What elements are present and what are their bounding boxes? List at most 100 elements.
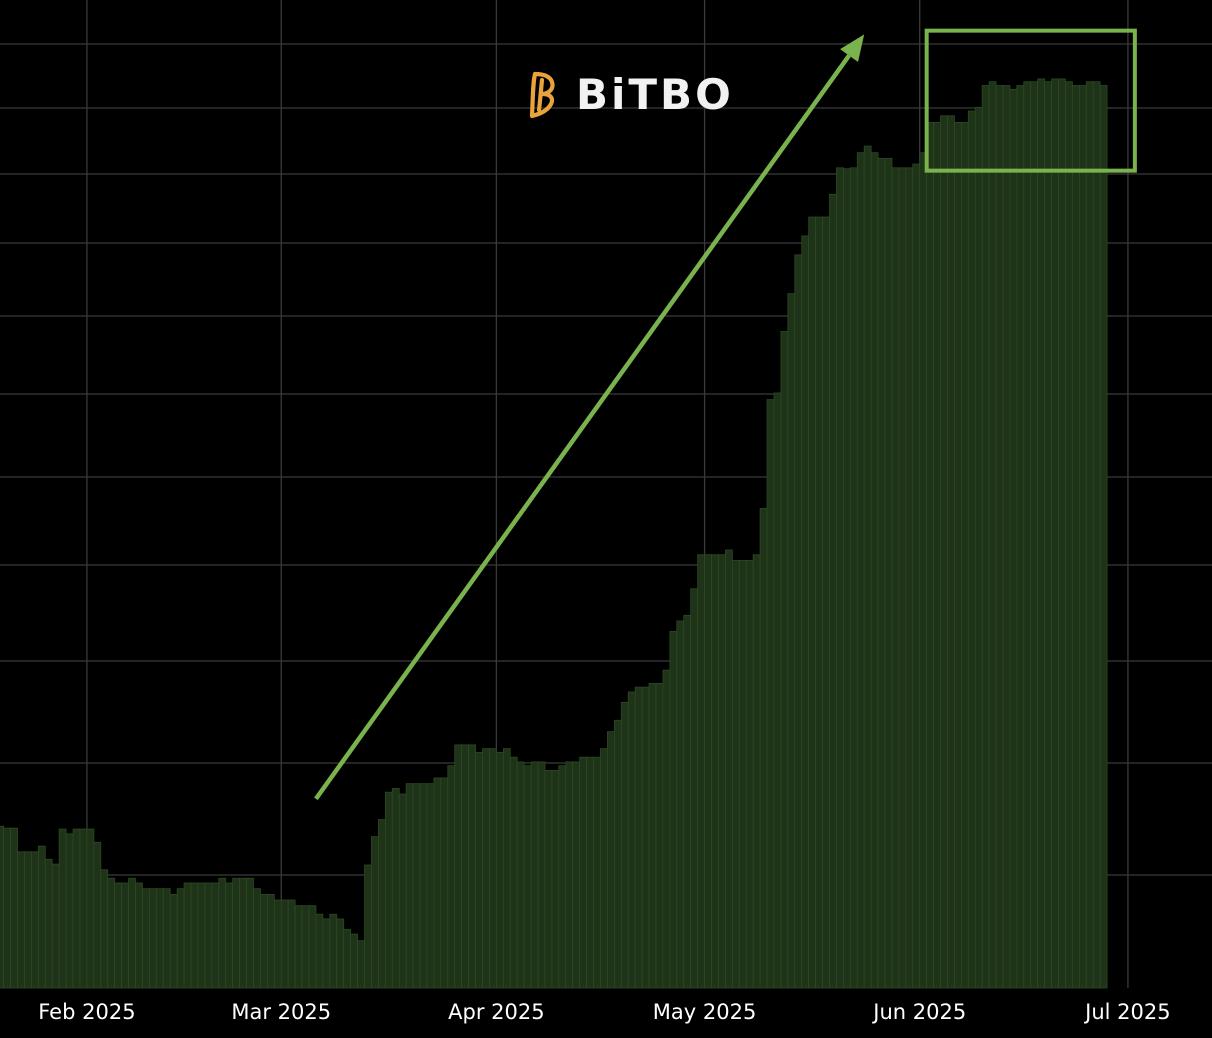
highlight-box: [924, 28, 1137, 173]
bar: [877, 157, 886, 989]
bar: [301, 905, 310, 989]
bar: [211, 882, 220, 989]
bar: [1044, 81, 1052, 989]
bar: [273, 899, 282, 989]
bar: [308, 905, 317, 989]
bar: [37, 845, 46, 989]
bar: [655, 682, 664, 989]
bar: [204, 882, 213, 989]
bar: [79, 828, 88, 989]
bar: [3, 827, 11, 989]
bar: [1058, 78, 1066, 989]
x-tick-label: May 2025: [653, 1000, 757, 1024]
bar: [683, 614, 692, 989]
bar: [371, 836, 379, 989]
bar: [509, 756, 518, 989]
bar: [44, 858, 53, 989]
bar: [544, 770, 553, 989]
bar: [246, 877, 254, 989]
bar: [398, 793, 407, 989]
bar: [343, 928, 352, 989]
bar: [148, 888, 157, 989]
bar: [183, 882, 192, 989]
bar: [322, 918, 331, 989]
bar: [176, 888, 185, 989]
bar: [72, 828, 81, 989]
bar: [0, 825, 5, 989]
bar: [1078, 85, 1087, 989]
bar: [884, 157, 893, 989]
bar: [1065, 81, 1073, 989]
bar: [114, 882, 123, 989]
bar: [405, 783, 414, 989]
bar: [627, 691, 636, 989]
bar: [718, 554, 726, 989]
bar: [357, 940, 365, 989]
bar: [100, 869, 109, 989]
bar: [981, 85, 990, 989]
bar: [600, 748, 608, 989]
bar: [593, 756, 601, 989]
bar: [697, 554, 705, 989]
bar: [960, 122, 969, 989]
bar: [419, 783, 428, 989]
bar: [745, 560, 754, 989]
bar: [24, 851, 32, 989]
bar: [502, 748, 511, 989]
bar: [391, 787, 400, 989]
bar: [586, 756, 594, 989]
bar: [1037, 78, 1046, 989]
bar: [926, 122, 934, 989]
bar: [266, 893, 275, 989]
bar: [65, 833, 74, 989]
bar: [870, 152, 879, 989]
bar: [738, 560, 747, 989]
bar: [121, 882, 129, 989]
bar: [377, 819, 386, 989]
bar: [294, 905, 303, 989]
bar: [898, 167, 907, 989]
bar: [912, 163, 921, 989]
bar: [1016, 85, 1025, 989]
bar: [801, 235, 810, 989]
x-tick-label: Jul 2025: [1083, 1000, 1170, 1024]
bar: [190, 882, 199, 989]
bar: [641, 686, 650, 989]
bitbo-logo-mark: [529, 71, 555, 119]
bar: [1085, 81, 1094, 989]
bar: [495, 752, 504, 989]
bar: [1002, 85, 1011, 989]
x-tick-label: Feb 2025: [38, 1000, 135, 1024]
logo-wordmark: BiTBO: [576, 70, 734, 119]
bar: [551, 770, 560, 989]
bar: [93, 841, 102, 989]
bar: [725, 549, 733, 989]
bar: [565, 761, 574, 989]
bar: [1092, 81, 1101, 989]
bar: [58, 828, 67, 989]
bitbo-logo: BiTBO: [529, 70, 734, 119]
bar: [1009, 88, 1018, 989]
bar: [17, 851, 25, 989]
bar: [662, 669, 671, 989]
bar: [412, 783, 421, 989]
bar: [51, 863, 60, 989]
bar: [225, 882, 234, 989]
bar: [940, 115, 948, 989]
bar: [607, 731, 615, 989]
bar: [711, 554, 719, 989]
bar: [849, 167, 858, 989]
bar: [919, 152, 928, 989]
trend-arrow-head: [840, 34, 865, 62]
bar: [808, 216, 817, 989]
bar: [253, 888, 261, 989]
bar: [232, 877, 241, 989]
bar: [30, 851, 39, 989]
bar: [350, 933, 358, 989]
bar: [155, 888, 164, 989]
bar: [530, 761, 539, 989]
bar: [447, 765, 456, 989]
bar: [766, 399, 775, 989]
x-tick-label: Mar 2025: [231, 1000, 331, 1024]
bar: [489, 748, 497, 989]
